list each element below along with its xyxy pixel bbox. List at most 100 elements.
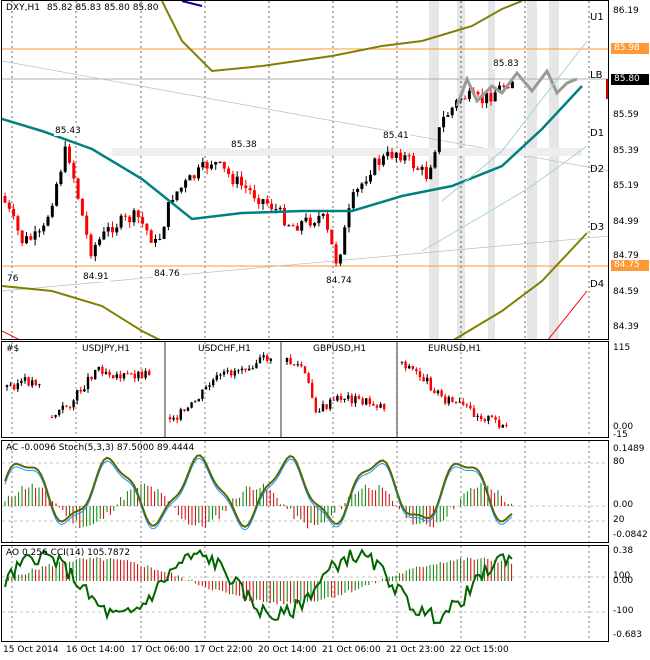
pane-tick: 0.00 (613, 422, 634, 432)
symbols-pane[interactable]: #$ USDJPY,H1 USDCHF,H1 GBPUSD,H1 EURUSD,… (1, 341, 609, 438)
candle-body (50, 417, 54, 418)
candle-body (494, 417, 497, 420)
candle-body (506, 86, 510, 89)
candle-body (485, 92, 489, 104)
ac-stoch-canvas[interactable] (2, 441, 609, 543)
candle-body (338, 254, 342, 264)
candle-body (347, 208, 351, 228)
upper-band-outer (181, 1, 203, 7)
time-label: 17 Oct 06:00 (131, 645, 190, 655)
candle-body (175, 191, 179, 201)
price-tick: 86.19 (613, 6, 639, 16)
candle-body (329, 399, 332, 409)
candle-body (429, 377, 432, 391)
candle-body (86, 376, 90, 390)
candle-body (106, 227, 110, 232)
high-label: 85.83 (492, 59, 520, 69)
level-tag-85-98: 85.98 (611, 43, 649, 54)
candle-body (108, 371, 111, 376)
symbols-canvas[interactable] (2, 342, 609, 438)
candle-body (162, 226, 166, 239)
candle-body (463, 98, 467, 100)
candle-body (289, 357, 292, 365)
pane-tick: 0.00 (613, 500, 634, 510)
candle-body (31, 380, 34, 386)
pane-tick: 0.38 (613, 546, 634, 556)
candle-body (433, 390, 436, 394)
candle-body (454, 401, 458, 403)
main-chart-pane[interactable]: DXY,H1 85.82 85.83 85.80 85.80 85.43 85.… (1, 0, 609, 340)
candle-body (339, 395, 343, 400)
candle-body (303, 366, 307, 374)
candle-body (76, 178, 80, 199)
candle-body (244, 368, 247, 371)
symbol-eurusd: EURUSD,H1 (428, 344, 482, 354)
candle-body (426, 377, 429, 382)
price-tick: 84.79 (613, 251, 639, 261)
time-label: 22 Oct 15:00 (450, 645, 509, 655)
candle-body (278, 207, 282, 210)
candle-body (383, 404, 386, 410)
candle-body (321, 213, 325, 216)
candle-body (447, 397, 450, 404)
candle-body (59, 171, 63, 185)
candle-body (222, 161, 226, 169)
candle-body (171, 200, 175, 203)
candle-body (266, 355, 269, 361)
candle-body (23, 377, 27, 381)
candle-body (194, 401, 197, 403)
candle-body (283, 207, 286, 226)
time-label: 17 Oct 22:00 (194, 645, 253, 655)
lower-band (2, 285, 161, 339)
candle-body (330, 229, 334, 245)
candle-body (313, 223, 317, 226)
candle-body (63, 146, 67, 172)
candle-body (140, 371, 144, 378)
candle-body (390, 151, 394, 159)
candle-body (201, 389, 204, 400)
high-label: 85.38 (230, 140, 258, 150)
ao-cci-canvas[interactable] (2, 546, 609, 642)
candle-body (483, 419, 486, 421)
candle-body (7, 202, 11, 209)
candle-body (172, 417, 175, 420)
candle-body (394, 152, 398, 159)
candle-body (262, 355, 265, 358)
chart-symbol: DXY,H1 (6, 3, 40, 13)
candle-body (201, 162, 205, 168)
candle-body (46, 216, 50, 226)
channel-line (421, 145, 588, 252)
candle-body (72, 400, 75, 408)
candle-body (308, 217, 312, 226)
candle-body (136, 210, 140, 218)
candle-body (354, 396, 357, 404)
candle-body (505, 424, 508, 426)
candle-body (244, 185, 248, 188)
candle-body (412, 155, 415, 169)
candle-body (415, 368, 418, 372)
candle-body (420, 166, 424, 170)
candle-body (54, 414, 57, 418)
candle-body (257, 198, 261, 204)
pane-tick: -0.0842 (613, 530, 648, 540)
candle-body (377, 158, 381, 165)
candle-body (231, 173, 235, 185)
candle-body (258, 357, 262, 364)
candle-body (422, 377, 425, 382)
low-label: 84.91 (82, 272, 110, 282)
price-chart-canvas[interactable] (2, 1, 609, 340)
ao-cci-pane[interactable]: AO 0.256 CCI(14) 105.7872 (1, 545, 609, 642)
candle-body (55, 184, 59, 206)
candle-body (111, 227, 114, 233)
candle-body (372, 403, 375, 406)
candle-body (350, 395, 353, 404)
ac-stoch-pane[interactable]: AC -0.0096 Stoch(5,3,3) 87.5000 89.4444 (1, 440, 609, 543)
price-tick: 84.59 (613, 287, 639, 297)
candle-body (307, 373, 310, 383)
stoch-signal-line (4, 457, 513, 531)
candle-body (130, 373, 133, 375)
candle-body (300, 221, 304, 231)
candle-body (76, 389, 79, 401)
candle-body (65, 405, 68, 407)
candle-body (98, 239, 102, 245)
